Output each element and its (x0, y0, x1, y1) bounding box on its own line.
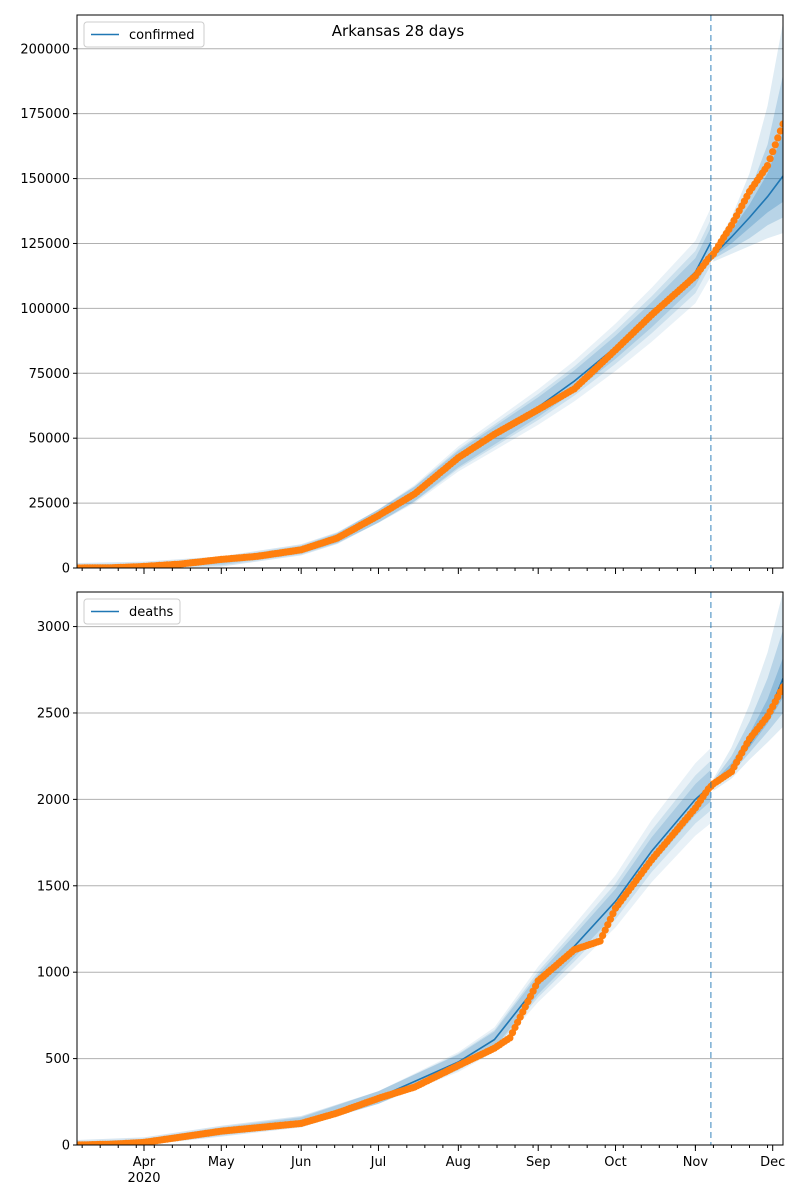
x-tick-label: Dec (760, 1155, 785, 1170)
x-tick-label: May (208, 1155, 235, 1170)
x-year-label: 2020 (127, 1171, 160, 1186)
y-tick-label: 1000 (37, 966, 70, 981)
observed-point (599, 932, 607, 940)
legend-label: confirmed (129, 28, 195, 43)
y-tick-label: 500 (45, 1052, 70, 1067)
observed-point (766, 155, 774, 163)
forecast-band (713, 22, 783, 262)
observed-point (606, 915, 615, 923)
confidence-band (77, 219, 711, 568)
confidence-band (77, 227, 711, 568)
legend: deaths (83, 598, 181, 625)
model-line (712, 175, 783, 256)
confirmed-panel: 0 25000 50000 75000 100000 125000 150000 175000… (20, 14, 784, 577)
x-tick-label: Jun (290, 1155, 311, 1170)
legend-label: deaths (129, 605, 174, 620)
y-tick-label: 1500 (37, 879, 70, 894)
observed-point (763, 162, 772, 170)
x-tick-label: Sep (526, 1155, 551, 1170)
plot-area (77, 592, 783, 1145)
observed-point (779, 683, 783, 691)
forecast-band (713, 74, 783, 260)
observed-point (769, 148, 777, 156)
y-tick-label: 150000 (20, 172, 70, 187)
observed-point (601, 926, 609, 934)
confidence-band (77, 207, 711, 568)
observed-point (596, 937, 604, 945)
legend-box (83, 21, 205, 48)
y-tick-label: 25000 (29, 497, 70, 512)
y-tick-label: 3000 (37, 620, 70, 635)
observed-point (604, 921, 612, 929)
axes-frame (76, 591, 784, 1146)
confidence-band (77, 769, 711, 1145)
legend: confirmed (83, 21, 205, 48)
observed-point (771, 141, 779, 149)
y-tick-label: 2500 (37, 706, 70, 721)
y-tick-label: 75000 (29, 367, 70, 382)
observed-points (77, 683, 783, 1145)
y-tick-label: 125000 (20, 237, 70, 252)
observed-point (779, 120, 783, 128)
x-tick-label: Apr (133, 1155, 156, 1170)
x-tick-label: Oct (604, 1155, 626, 1170)
y-tick-label: 100000 (20, 302, 70, 317)
observed-points (77, 120, 783, 568)
deaths-panel: 0 500 1000 1500 2000 2500 3000 Apr May Jun Jul Aug S… (37, 591, 785, 1186)
y-tick-label: 2000 (37, 793, 70, 808)
x-tick-label: Aug (446, 1155, 471, 1170)
plot-area (77, 22, 783, 568)
forecast-band (713, 592, 783, 791)
y-tick-label: 175000 (20, 107, 70, 122)
observed-point (776, 127, 783, 135)
y-tick-label: 50000 (29, 432, 70, 447)
chart-title: Arkansas 28 days (332, 22, 465, 40)
y-tick-label: 0 (62, 1139, 70, 1154)
legend-box (83, 598, 181, 625)
x-tick-label: Nov (683, 1155, 709, 1170)
x-tick-label: Jul (370, 1155, 387, 1170)
y-tick-label: 200000 (20, 42, 70, 57)
axes-frame (76, 14, 784, 569)
observed-point (609, 910, 617, 918)
observed-point (774, 134, 782, 142)
model-line (77, 241, 712, 568)
y-tick-label: 0 (62, 562, 70, 577)
